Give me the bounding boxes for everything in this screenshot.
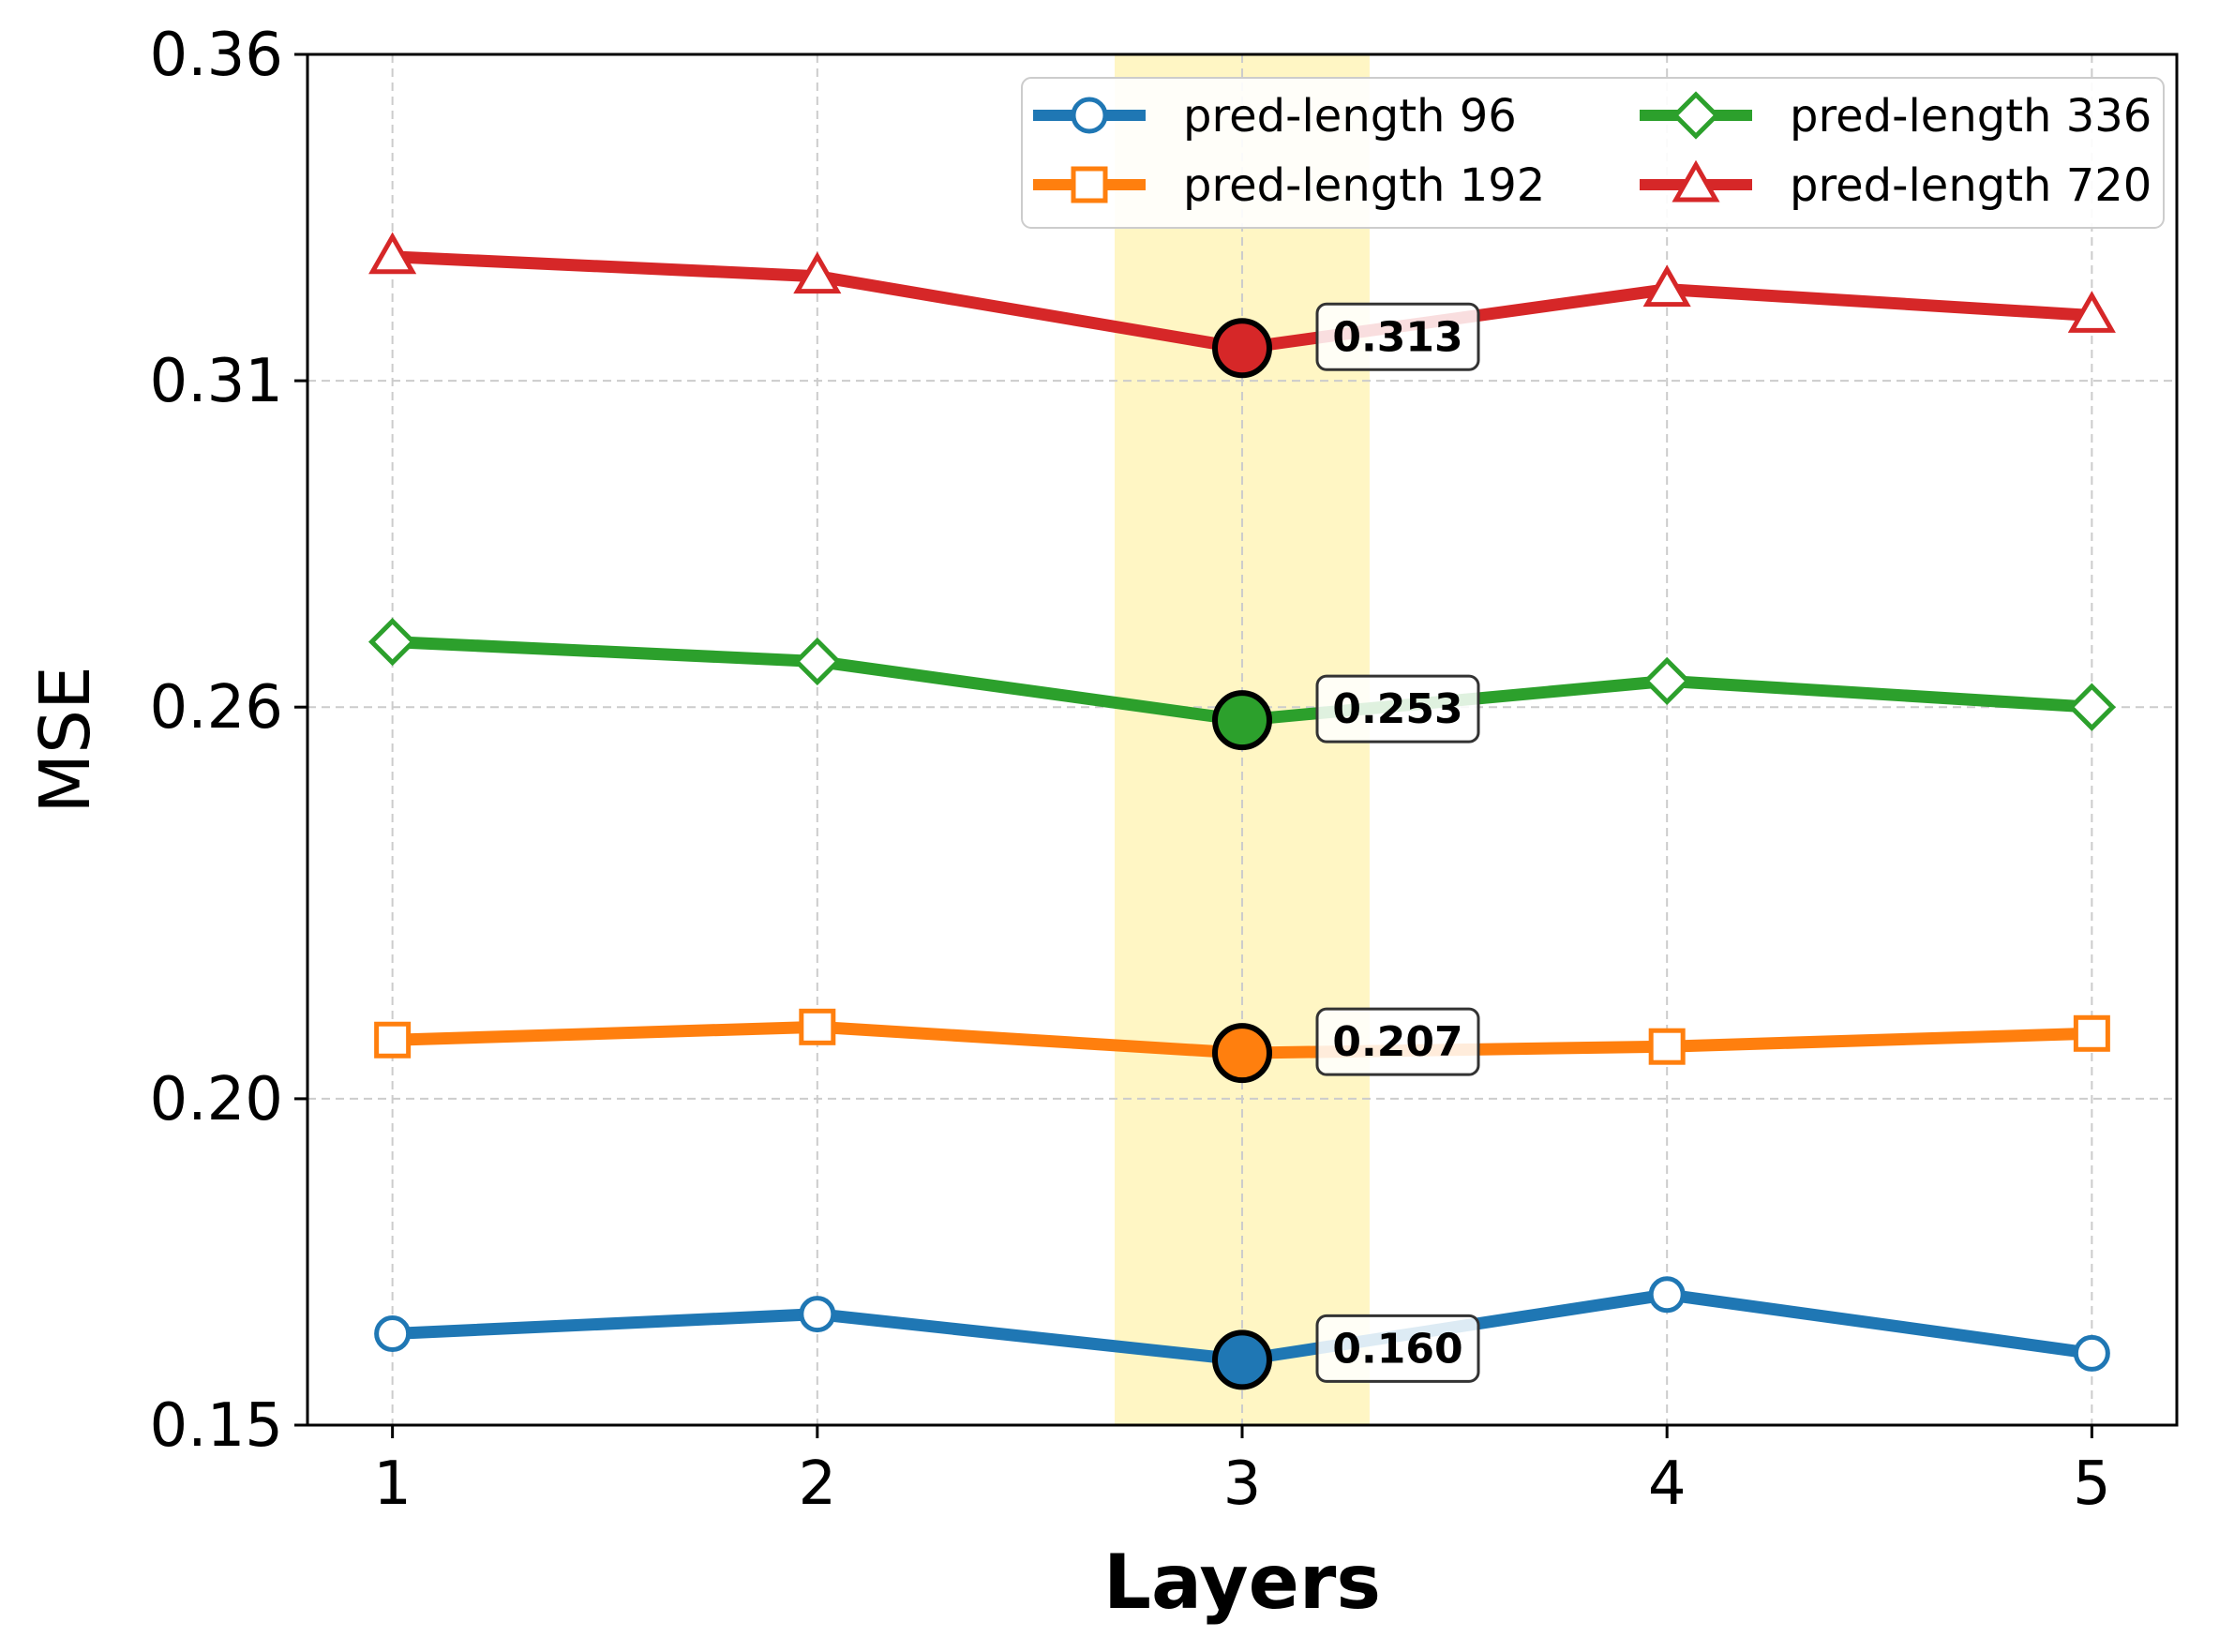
data-point-circle (2073, 1334, 2110, 1372)
highlighted-minimum-point (1212, 318, 1272, 379)
legend-frame (1021, 77, 2165, 229)
x-tick-label: 4 (1648, 1449, 1687, 1519)
legend-handle-marker (1672, 91, 1720, 140)
data-point-square (2073, 1014, 2110, 1052)
data-point-triangle (2067, 291, 2116, 333)
legend-label: pred-length 96 (1183, 90, 1517, 143)
y-tick-label: 0.26 (150, 673, 284, 743)
tick-layer: 0.15 0.20 0.26 0.31 0.36 1 2 3 4 5 (150, 21, 2111, 1519)
data-point-triangle (793, 251, 842, 294)
data-point-diamond (368, 617, 417, 667)
annotation-box (1315, 674, 1480, 743)
y-tick-label: 0.36 (150, 21, 284, 90)
data-point-diamond (1642, 656, 1691, 705)
legend-label: pred-length 336 (1790, 90, 2152, 143)
y-tick-label: 0.15 (150, 1391, 284, 1461)
x-tick-label: 3 (1223, 1449, 1262, 1519)
annotation-box (1315, 1314, 1480, 1383)
annotation-label: 0.207 (1332, 1018, 1462, 1066)
legend-handle-marker (1071, 97, 1108, 134)
y-tick-label: 0.20 (150, 1065, 284, 1134)
legend-label: pred-length 720 (1790, 159, 2152, 212)
annotation-box (1315, 1007, 1480, 1076)
legend: pred-length 96 pred-length 192 pred-length… (1021, 77, 2165, 229)
x-tick-label: 5 (2073, 1449, 2111, 1519)
y-axis-title: MSE (25, 666, 106, 814)
data-point-triangle (1642, 264, 1691, 308)
legend-label: pred-length 192 (1183, 159, 1545, 212)
data-point-square (1648, 1028, 1686, 1065)
annotation-layer: 0.160 0.207 0.253 0.313 (1212, 302, 1480, 1390)
x-tick-label: 1 (373, 1449, 412, 1519)
legend-handle-marker (1071, 166, 1108, 203)
annotation-box (1315, 302, 1480, 371)
data-point-diamond (2067, 683, 2116, 731)
highlighted-minimum-point (1212, 1329, 1272, 1390)
data-point-circle (374, 1315, 412, 1353)
data-point-diamond (793, 637, 842, 686)
annotation-label: 0.313 (1332, 313, 1462, 361)
x-tick-label: 2 (798, 1449, 836, 1519)
x-axis-title: Layers (1103, 1539, 1381, 1626)
highlighted-minimum-point (1212, 690, 1272, 751)
data-point-square (374, 1021, 412, 1059)
annotation-label: 0.160 (1332, 1325, 1462, 1373)
legend-handle-marker (1672, 159, 1720, 203)
data-point-circle (1648, 1276, 1686, 1314)
highlighted-minimum-point (1212, 1023, 1272, 1084)
data-point-square (799, 1008, 836, 1045)
data-point-triangle (368, 232, 417, 275)
data-point-circle (799, 1296, 836, 1333)
y-tick-label: 0.31 (150, 347, 284, 416)
annotation-label: 0.253 (1332, 685, 1462, 733)
